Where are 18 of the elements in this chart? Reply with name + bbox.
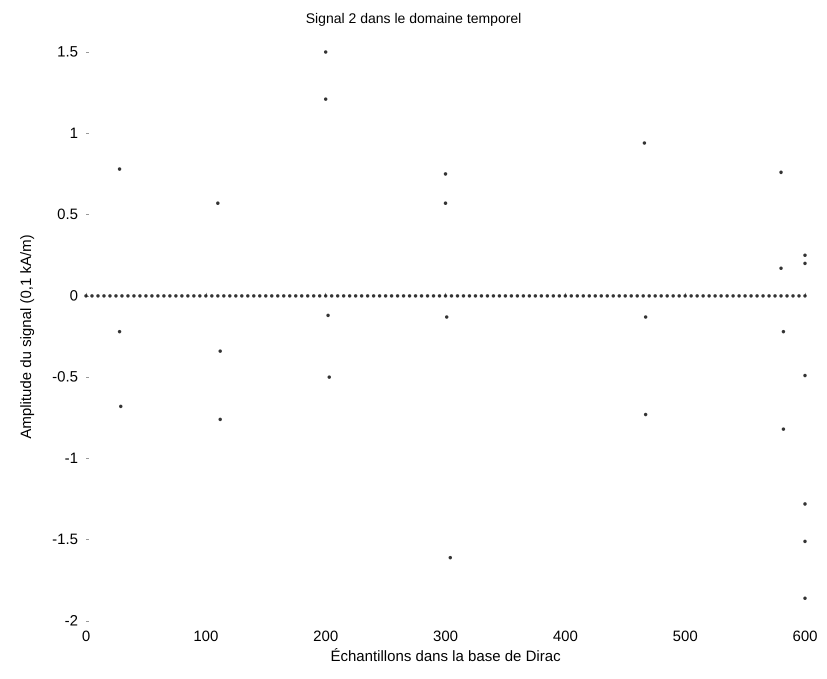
chart-title: Signal 2 dans le domaine temporel: [306, 10, 522, 26]
x-axis-title: Échantillons dans la base de Dirac: [330, 646, 562, 665]
y-tick-label: -2: [64, 612, 78, 630]
x-tick-label: 400: [552, 628, 578, 645]
y-tick-label: -0.5: [52, 368, 78, 386]
x-tick-label: 600: [792, 628, 818, 645]
y-tick-label: 0.5: [57, 206, 78, 224]
y-tick-label: -1.5: [52, 531, 78, 548]
y-tick-label: -1: [64, 450, 78, 467]
y-tick-label: 1.5: [57, 44, 78, 60]
x-tick-label: 500: [672, 628, 698, 645]
y-axis-title: Amplitude du signal (0,1 kA/m): [18, 234, 35, 439]
x-tick-label: 300: [432, 628, 458, 645]
y-tick-label: 0: [70, 287, 78, 304]
x-tick-label: 100: [193, 628, 218, 645]
x-tick-label: 0: [82, 628, 90, 645]
x-tick-label: 200: [313, 628, 338, 645]
y-tick-label: 1: [70, 124, 78, 142]
